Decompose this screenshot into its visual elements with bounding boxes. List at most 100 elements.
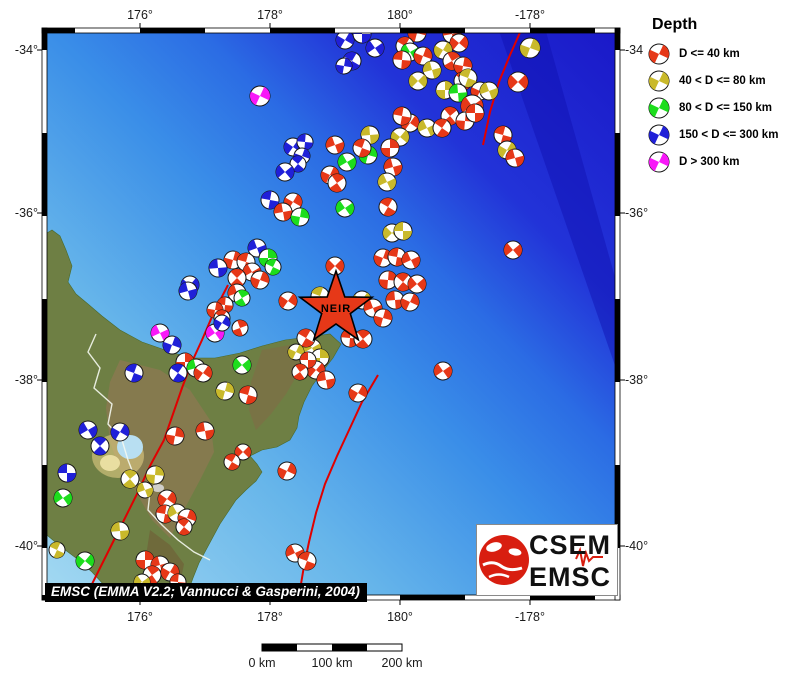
focal-mechanism-ball [373,308,393,328]
focal-mechanism-ball [168,363,188,383]
csem-emsc-logo: CSEM EMSC [476,524,618,596]
focal-mechanism-ball [465,103,485,123]
legend-item-label: 80 < D <= 150 km [679,101,773,114]
focal-mechanism-ball [297,551,317,571]
lon-label-top: 180° [387,8,413,22]
focal-mechanism-ball [277,461,297,481]
focal-mechanism-ball [325,256,345,276]
lat-label-left: -34° [14,43,38,57]
focal-mechanism-ball [422,60,442,80]
scale-label: 0 km [248,656,276,670]
focal-mechanism-ball [433,361,453,381]
focal-mechanism-ball [387,247,407,267]
focal-mechanism-ball [385,290,405,310]
focal-mechanism-ball [458,68,478,88]
lat-label-right: -40° [625,539,649,553]
lon-label-top: 178° [257,8,283,22]
logo-text-csem: CSEM [529,530,612,560]
focal-mechanism-ball [401,250,421,270]
focal-mechanism-ball [392,50,412,70]
focal-mechanism-ball [233,289,251,307]
focal-mechanism-ball [503,240,523,260]
focal-mechanism-ball [352,138,372,158]
focal-mechanism-ball [250,270,270,290]
legend-item: 80 < D <= 150 km [648,94,804,121]
focal-mechanism-ball [78,420,98,440]
focal-mechanism-ball [215,381,235,401]
scale-label: 200 km [381,656,423,670]
focal-mechanism-ball [353,329,373,349]
focal-mechanism-ball [120,469,140,489]
plate-boundary-line [482,28,523,146]
lon-label-bottom: -178° [514,610,546,624]
focal-mechanism-ball [231,319,249,337]
focal-mechanism-ball [136,481,154,499]
focal-mechanism-ball [273,202,293,222]
lat-label-left: -36° [14,206,38,220]
scale-bar [261,643,403,652]
legend-item: D <= 40 km [648,40,804,67]
lon-label-bottom: 178° [257,610,283,624]
focal-mechanism-ball [335,57,353,75]
focal-mechanism-ball [178,281,198,301]
focal-mechanism-ball [90,436,110,456]
focal-mechanism-ball [290,207,310,227]
lat-label-right: -36° [625,206,649,220]
focal-mechanism-ball [175,518,193,536]
focal-mechanism-ball [291,363,309,381]
focal-mechanism-ball [448,83,468,103]
focal-mechanism-ball [325,135,345,155]
lake-taupo [117,435,143,459]
focal-mechanism-ball [407,274,427,294]
focal-mechanism-ball [337,152,357,172]
trench-band [498,28,620,380]
epicenter-label: NEIR [321,303,351,315]
focal-mechanism-ball [335,198,355,218]
plate-boundary-line [85,284,229,600]
focal-mechanism-ball [238,385,258,405]
legend-item-label: D <= 40 km [679,47,740,60]
focal-mechanism-ball [432,118,452,138]
logo-globe-icon [479,535,603,585]
focal-mechanism-ball [195,421,215,441]
focal-mechanism-ball [417,118,437,138]
focal-mechanism-ball [365,38,385,58]
focal-mechanism-ball [507,71,529,93]
attribution-banner: EMSC (EMMA V2.2; Vannucci & Gasperini, 2… [45,583,367,602]
legend-item-label: 150 < D <= 300 km [679,128,779,141]
scale-label: 100 km [311,656,353,670]
focal-mechanism-ball [519,37,541,59]
legend-ball-icon [648,151,670,172]
focal-mechanism-ball [278,291,298,311]
lon-label-bottom: 176° [127,610,153,624]
snow-patch [152,484,164,492]
lon-label-top: 176° [127,8,153,22]
focal-mechanism-ball [380,138,400,158]
focal-mechanism-ball [260,190,280,210]
logo-seismogram-icon [575,546,603,567]
focal-mechanism-ball [289,155,307,173]
focal-mechanism-ball [449,33,469,53]
focal-mechanism-ball [275,162,295,182]
legend-ball-icon [648,70,670,91]
focal-mechanism-ball [208,258,228,278]
focal-mechanism-ball [249,85,271,107]
legend-item: 150 < D <= 300 km [648,121,804,148]
focal-mechanism-ball [348,383,368,403]
focal-mechanism-ball [505,148,525,168]
focal-mechanism-ball [393,221,413,241]
focal-mechanism-ball [383,157,403,177]
focal-mechanism-ball [193,363,213,383]
plate-boundary-line [298,374,379,600]
focal-mechanism-ball [162,335,182,355]
legend-ball-icon [648,43,670,64]
focal-mechanism-ball [227,268,247,288]
focal-mechanism-ball [110,422,130,442]
focal-mechanism-ball [413,46,433,66]
lon-label-top: -178° [514,8,546,22]
focal-mechanism-ball [479,81,499,101]
logo-text-emsc: EMSC [529,562,612,592]
depth-legend: Depth D <= 40 km 40 < D <= 80 km 80 < D … [648,16,804,175]
legend-items: D <= 40 km 40 < D <= 80 km 80 < D <= 150… [648,40,804,175]
